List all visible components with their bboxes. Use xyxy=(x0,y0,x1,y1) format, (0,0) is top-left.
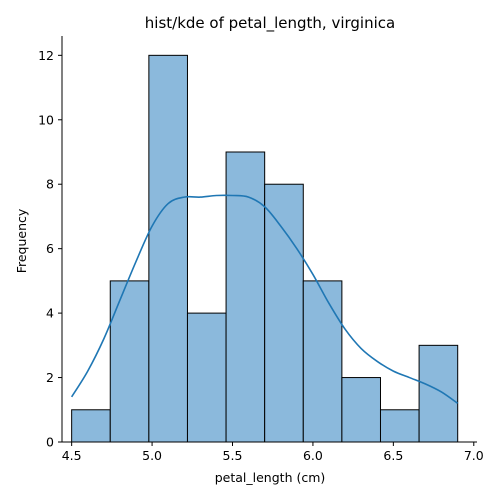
histogram-bar xyxy=(71,409,111,443)
chart-title: hist/kde of petal_length, virginica xyxy=(145,14,395,33)
x-tick-label: 4.5 xyxy=(62,448,82,463)
x-tick-label: 7.0 xyxy=(464,448,484,463)
y-tick-label: 10 xyxy=(38,112,54,127)
histogram-bar xyxy=(148,54,188,443)
histogram-bar xyxy=(418,344,459,443)
x-tick-label: 5.5 xyxy=(223,448,243,463)
histogram-bar xyxy=(186,312,227,443)
kde-line xyxy=(70,194,459,404)
histogram-bar xyxy=(264,183,304,443)
plot-area xyxy=(70,54,459,443)
histogram-bar xyxy=(302,280,343,443)
y-tick-label: 6 xyxy=(46,241,54,256)
histogram-bar xyxy=(225,151,266,443)
x-tick-label: 5.0 xyxy=(142,448,162,463)
y-tick-label: 0 xyxy=(46,435,54,450)
y-ticks: 0 2 4 6 8 10 12 xyxy=(38,48,62,450)
x-ticks: 4.5 5.0 5.5 6.0 6.5 7.0 xyxy=(62,442,484,463)
histogram-bar xyxy=(341,377,381,443)
y-tick-label: 8 xyxy=(46,177,54,192)
x-tick-label: 6.5 xyxy=(383,448,403,463)
y-tick-label: 4 xyxy=(46,306,54,321)
x-axis-label: petal_length (cm) xyxy=(215,470,326,485)
histogram-bar xyxy=(109,280,150,443)
y-axis-label: Frequency xyxy=(14,208,29,273)
histogram-bar xyxy=(379,409,420,443)
x-tick-label: 6.0 xyxy=(303,448,323,463)
y-tick-label: 2 xyxy=(46,370,54,385)
y-tick-label: 12 xyxy=(38,48,54,63)
